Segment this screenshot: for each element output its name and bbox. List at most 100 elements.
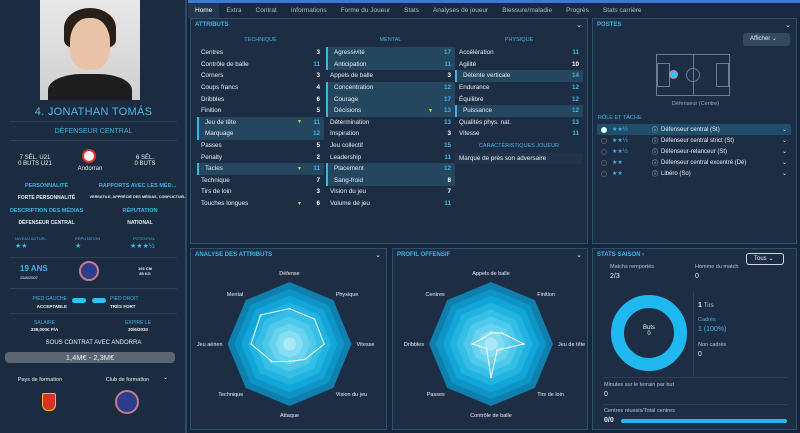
attribute-value: 11: [313, 60, 320, 68]
chevron-down-icon[interactable]: ⌄: [785, 22, 791, 29]
attribute-row[interactable]: Leadership 11: [326, 151, 455, 163]
role-radio[interactable]: [601, 126, 607, 133]
off-target: 0: [698, 351, 702, 358]
attribute-row[interactable]: Technique 7: [197, 175, 324, 187]
role-radio[interactable]: [601, 159, 607, 166]
info-icon[interactable]: ⓘ: [652, 150, 659, 156]
chevron-down-icon[interactable]: ⌄: [781, 127, 787, 133]
rep-stars: ★: [75, 243, 82, 250]
attribute-row[interactable]: Agilité 10: [455, 59, 583, 71]
left-foot-label: PIED GAUCHE: [32, 296, 67, 302]
season-filter-label: Tous: [754, 256, 767, 262]
media-label: RAPPORTS AVEC LES MÉD...: [98, 183, 177, 189]
attribute-row[interactable]: Coups francs 4: [197, 82, 324, 94]
tab-9[interactable]: Stats carrière: [602, 7, 642, 14]
motm: 0: [695, 273, 699, 280]
chevron-down-icon[interactable]: ⌄: [576, 22, 582, 29]
potential-label: POTENTIEL: [133, 236, 156, 241]
role-radio[interactable]: [601, 170, 607, 177]
attribute-row[interactable]: Centres 3: [197, 47, 324, 59]
info-icon[interactable]: ⓘ: [652, 128, 659, 134]
attribute-row[interactable]: Qualités phys. nat. 13: [455, 117, 583, 129]
attribute-row[interactable]: Dribbles 6: [197, 93, 324, 105]
tab-0[interactable]: Home: [188, 3, 220, 18]
season-filter-dropdown[interactable]: Tous ⌄: [746, 253, 784, 265]
mental-header: MENTAL: [379, 37, 402, 43]
position-marker[interactable]: [669, 70, 678, 79]
role-item[interactable]: ★★½ ⓘ Défenseur central strict (St) ⌄: [597, 135, 791, 146]
attribute-radar-chart: Défense Physique Vitesse Vision du jeu Attaq…: [197, 271, 375, 419]
info-icon[interactable]: ⓘ: [652, 172, 659, 178]
attribute-row[interactable]: Touches longues ▼ 6: [197, 198, 324, 210]
role-item[interactable]: ★★½ ⓘ Défenseur-relanceur (St) ⌄: [597, 146, 791, 157]
attribute-name: Dribbles: [201, 95, 225, 103]
attribute-name: Qualités phys. nat.: [459, 118, 512, 126]
tab-3[interactable]: Informations: [290, 7, 327, 14]
role-item[interactable]: ★★ ⓘ Libéro (So) ⌄: [597, 168, 791, 179]
attribute-value: 3: [447, 130, 451, 138]
attribute-row[interactable]: Finition 5: [197, 105, 324, 117]
attribute-name: Centres: [201, 49, 224, 57]
attribute-row[interactable]: Puissance 12: [455, 104, 583, 117]
tab-7[interactable]: Blessure/maladie: [502, 7, 553, 14]
info-icon[interactable]: ⓘ: [652, 139, 659, 145]
role-item[interactable]: ★★ ⓘ Défenseur central excentré (Dé) ⌄: [597, 157, 791, 168]
attribute-row[interactable]: Marquage 12: [197, 128, 324, 140]
attribute-row[interactable]: Sang-froid 8: [326, 174, 455, 187]
info-icon[interactable]: ⓘ: [652, 161, 659, 167]
chevron-down-icon[interactable]: ⌄: [375, 252, 381, 259]
attribute-row[interactable]: Concentration 12: [326, 81, 455, 94]
attribute-row[interactable]: Appels de balle 3: [326, 70, 455, 82]
attribute-name: Détermination: [330, 118, 370, 126]
attribute-row[interactable]: Équilibre 12: [455, 93, 583, 105]
attribute-row[interactable]: Accélération 11: [455, 47, 583, 59]
attribute-value: 3: [316, 49, 320, 57]
chevron-down-icon[interactable]: ⌄: [576, 252, 582, 259]
attribute-row[interactable]: Penalty 2: [197, 151, 324, 163]
attribute-row[interactable]: Endurance 12: [455, 82, 583, 94]
attribute-row[interactable]: Vision du jeu 7: [326, 186, 455, 198]
attribute-row[interactable]: Détermination 13: [326, 117, 455, 129]
tab-4[interactable]: Forme du Joueur: [340, 7, 391, 14]
attribute-analysis-title: ANALYSE DES ATTRIBUTS: [195, 252, 273, 258]
attribute-row[interactable]: Décisions ▼ 13: [326, 104, 455, 117]
attribute-row[interactable]: Inspiration 3: [326, 128, 455, 140]
tab-6[interactable]: Analyses de joueur: [432, 7, 489, 14]
attribute-row[interactable]: Tacles ▼ 11: [197, 162, 324, 175]
chevron-down-icon[interactable]: ⌄: [781, 171, 787, 177]
attribute-name: Passes: [201, 142, 222, 150]
shots-label: Tirs: [703, 303, 714, 309]
attribute-value: 12: [571, 107, 579, 115]
attribute-row[interactable]: Placement 12: [326, 162, 455, 175]
tab-2[interactable]: Contrat: [255, 7, 277, 14]
attribute-row[interactable]: Courage 17: [326, 93, 455, 105]
attribute-row[interactable]: Tirs de loin 3: [197, 186, 324, 198]
country-flag-icon: [42, 393, 56, 411]
attribute-row[interactable]: Jeu de tête ▼ 11: [197, 116, 324, 129]
chevron-down-icon[interactable]: ⌄: [163, 375, 169, 381]
tab-1[interactable]: Extra: [226, 7, 242, 14]
attribute-row[interactable]: Détente verticale 14: [455, 70, 583, 82]
attribute-row[interactable]: Jeu collectif 15: [326, 140, 455, 152]
chevron-down-icon[interactable]: ⌄: [781, 138, 787, 144]
tab-bar: Home Extra Contrat Informations Forme du Jou…: [188, 0, 800, 18]
role-radio[interactable]: [601, 137, 607, 144]
attribute-row[interactable]: Anticipation 11: [326, 58, 455, 71]
attribute-row[interactable]: Corners 3: [197, 70, 324, 82]
attribute-row[interactable]: Agressivité 17: [326, 47, 455, 59]
chevron-down-icon[interactable]: ⌄: [781, 160, 787, 166]
attribute-row[interactable]: Vitesse 11: [455, 128, 583, 140]
show-dropdown[interactable]: Afficher ⌄: [743, 33, 790, 46]
tab-5[interactable]: Stats: [404, 7, 419, 14]
season-stats-link[interactable]: STATS SAISON ›: [597, 252, 645, 258]
role-item[interactable]: ★★½ ⓘ Défenseur central (St) ⌄: [597, 124, 791, 135]
attribute-row[interactable]: Contrôle de balle 11: [197, 59, 324, 71]
attribute-row[interactable]: Volume de jeu 11: [326, 198, 455, 210]
role-radio[interactable]: [601, 148, 607, 155]
tab-8[interactable]: Progrès: [566, 7, 589, 14]
attribute-name: Jeu de tête: [205, 118, 237, 126]
attributes-panel: ATTRIBUTS ⌄ TECHNIQUE Centres 3 Contrôle de…: [190, 18, 588, 244]
chevron-down-icon[interactable]: ⌄: [781, 149, 787, 155]
u21-goals: 0 BUTS U21: [18, 161, 52, 167]
attribute-row[interactable]: Passes 5: [197, 140, 324, 152]
